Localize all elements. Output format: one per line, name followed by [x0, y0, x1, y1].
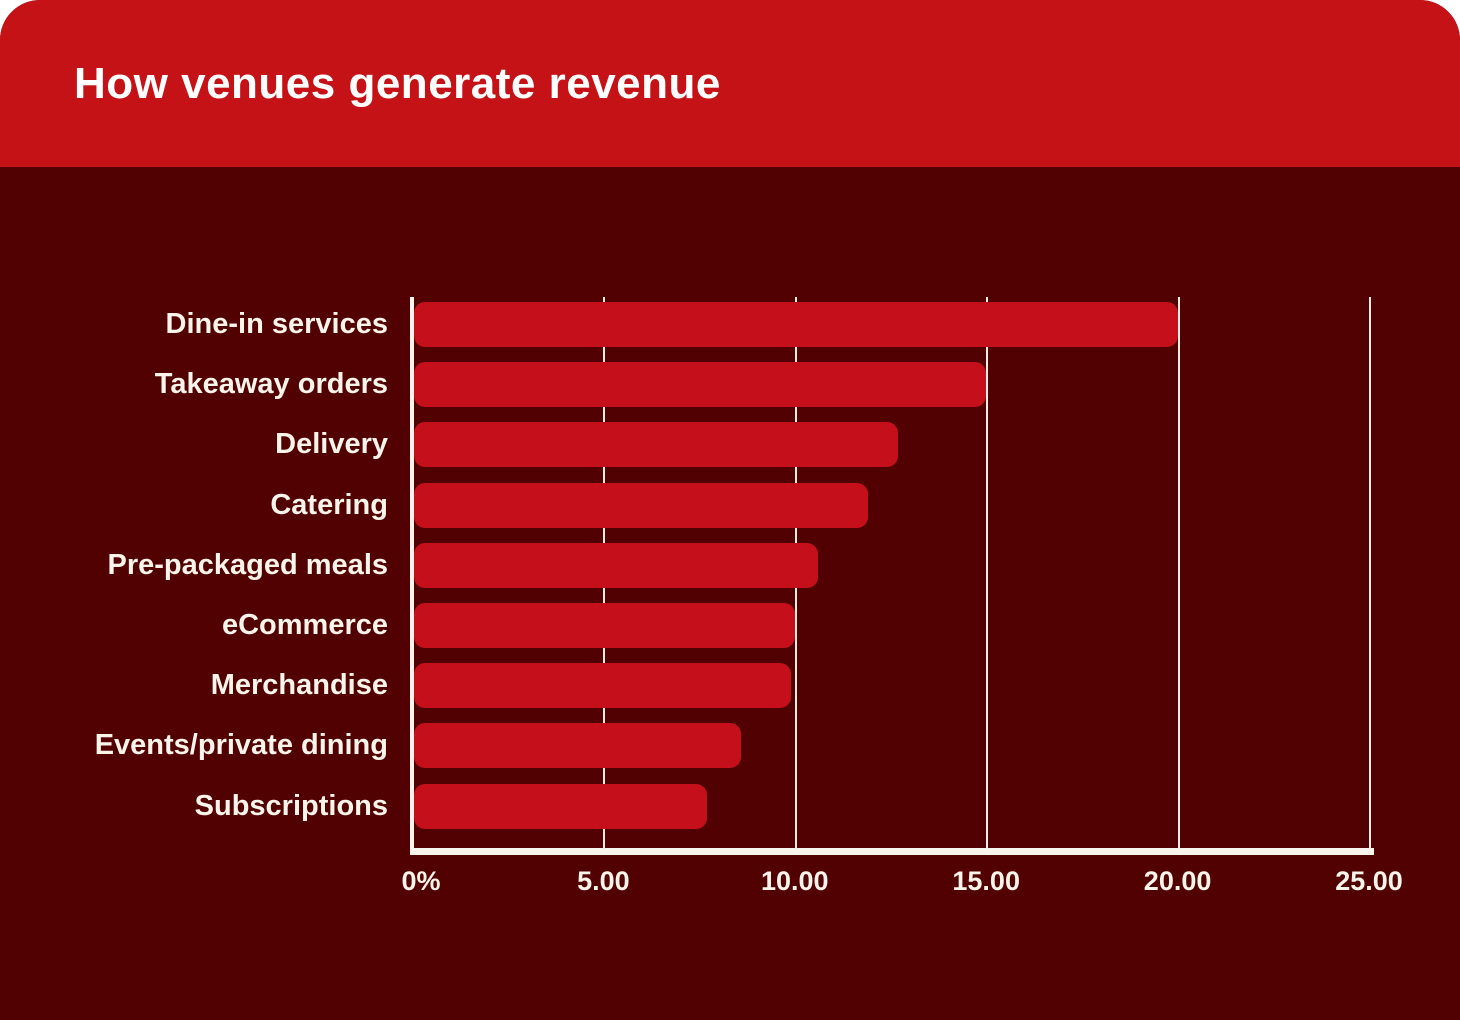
category-label: eCommerce [221, 609, 388, 641]
category-label: Subscriptions [194, 789, 388, 822]
chart-header: How venues generate revenue [0, 0, 1460, 167]
chart-row: Delivery [0, 422, 1374, 468]
category-label: Delivery [275, 428, 388, 461]
chart-title: How venues generate revenue [74, 58, 721, 108]
revenue-bar [414, 302, 1178, 347]
bar-track [414, 663, 1374, 709]
bar-track [414, 422, 1374, 468]
chart-row: eCommerce [0, 603, 1374, 648]
x-tick-label: 20.00 [1143, 866, 1212, 896]
gridline-25 [1369, 297, 1371, 849]
chart-row: Dine-in services [0, 302, 1374, 347]
revenue-bar [414, 783, 707, 829]
x-tick-label: 5.00 [577, 866, 630, 896]
category-label: Dine-in services [165, 308, 388, 340]
x-tick-label: 10.00 [761, 866, 829, 896]
category-label: Merchandise [210, 669, 388, 702]
revenue-bar [414, 422, 898, 468]
x-tick-label: 0% [401, 866, 441, 896]
gridline-15 [986, 297, 989, 849]
revenue-bar [414, 723, 741, 769]
category-label: Events/private dining [94, 729, 388, 762]
x-tick-label: 25.00 [1335, 866, 1403, 896]
revenue-bar [414, 482, 868, 528]
chart-row: Catering [0, 482, 1374, 528]
revenue-bar [414, 663, 791, 709]
chart-row: Events/private dining [0, 723, 1374, 769]
bar-track [414, 723, 1374, 769]
category-label: Pre-packaged meals [107, 548, 388, 581]
category-label: Catering [270, 488, 388, 521]
bar-track [414, 362, 1374, 408]
revenue-bar [414, 603, 795, 648]
chart-row: Merchandise [0, 663, 1374, 709]
chart-row: Takeaway orders [0, 362, 1374, 408]
chart-row: Subscriptions [0, 783, 1374, 829]
bar-track [414, 783, 1374, 829]
y-axis-line [410, 297, 414, 855]
revenue-bar [414, 362, 986, 408]
gridline-20 [1177, 297, 1180, 849]
bar-track [414, 302, 1374, 347]
x-tick-label: 15.00 [952, 866, 1020, 896]
bar-track [414, 542, 1374, 588]
category-label: Takeaway orders [154, 368, 388, 401]
chart-row: Pre-packaged meals [0, 542, 1374, 588]
bar-track [414, 603, 1374, 648]
x-axis-line [410, 848, 1374, 855]
revenue-bar [414, 542, 818, 588]
bar-track [414, 482, 1374, 528]
